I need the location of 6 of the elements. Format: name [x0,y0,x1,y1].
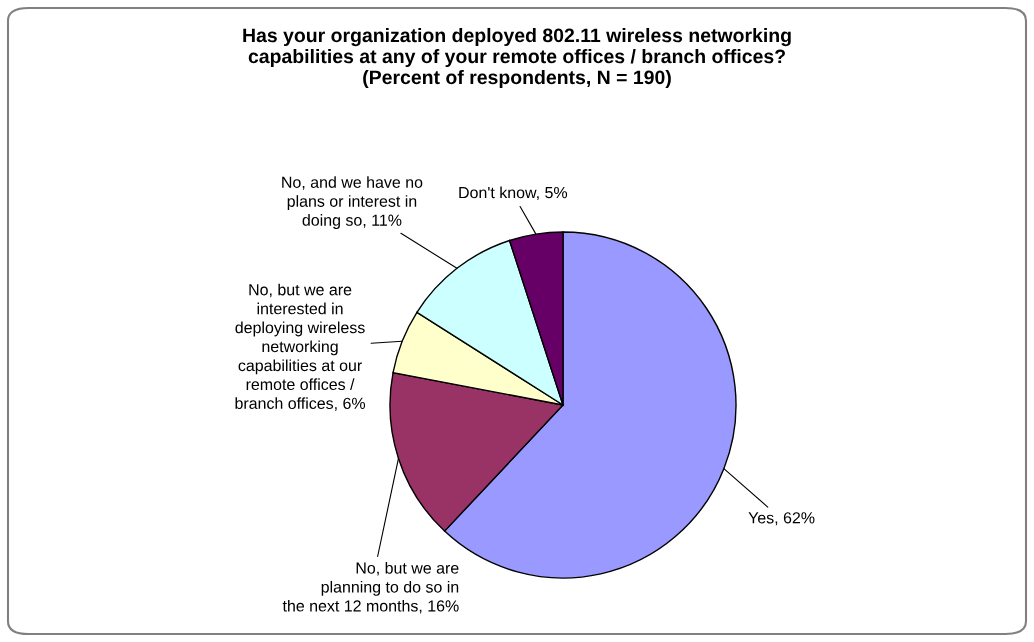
chart-title: Has your organization deployed 802.11 wireless networking capabilities at any of your remote offices / branch offices? (Percent of respondents, N = 190) [243,27,791,89]
slice-label: No, but we are interested in deploying wireless networking capabilities at our remote offices / branch offices, 6% [235,283,366,411]
slice-label: Don't know, 5% [459,186,568,201]
slice-label: No, but we are planning to do so in the next 12 months, 16% [282,562,459,614]
slice-label: Yes, 62% [748,512,815,526]
slice-label: No, and we have no plans or interest in doing so, 11% [282,176,423,229]
